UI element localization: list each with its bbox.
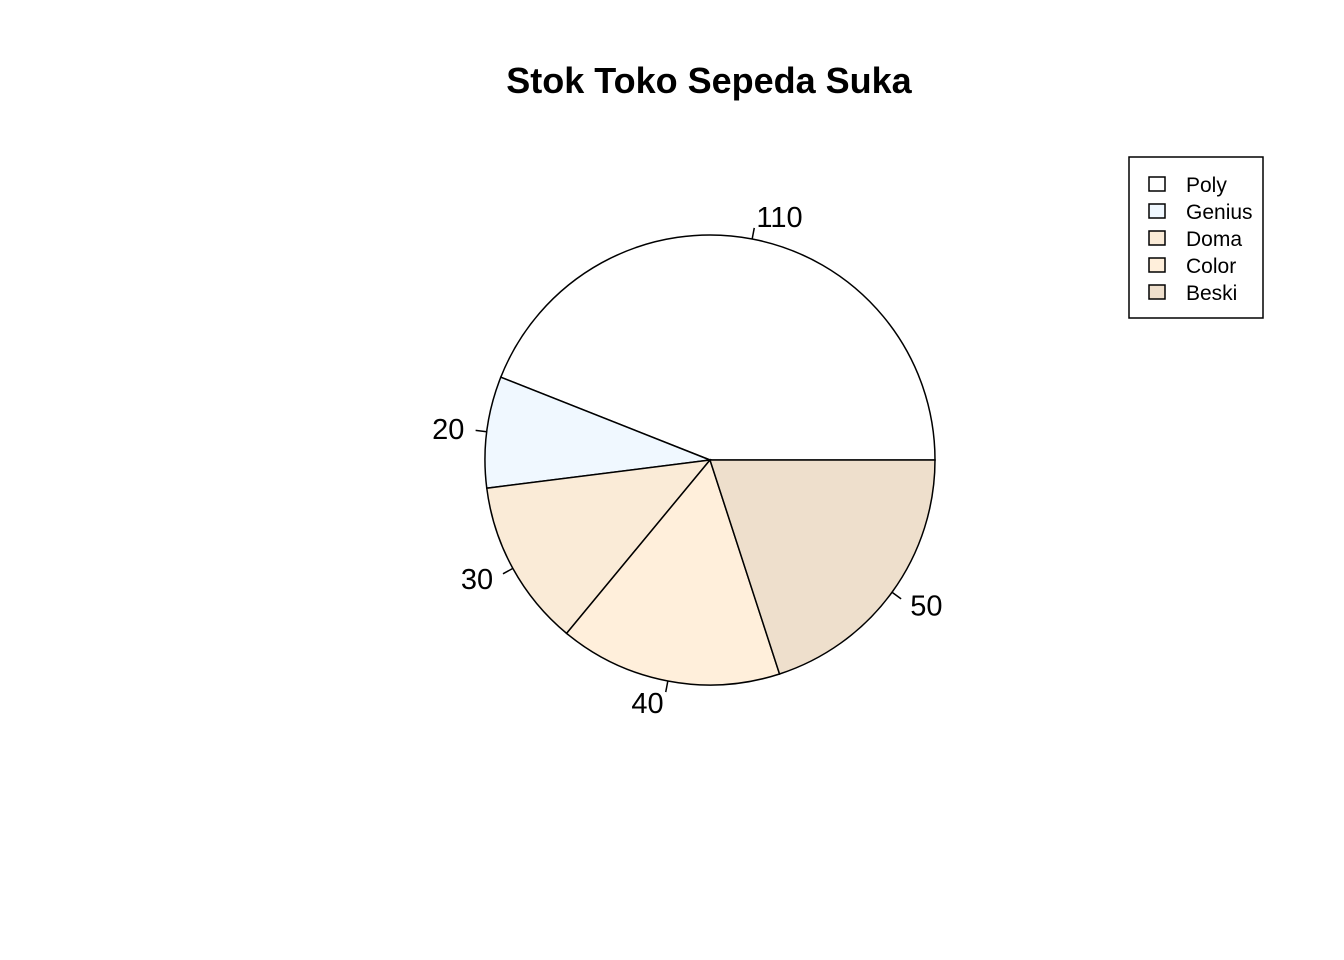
legend-label-beski: Beski — [1186, 282, 1237, 305]
slice-labels: 110 20 30 40 50 — [432, 202, 942, 720]
legend-swatch-beski — [1148, 284, 1166, 300]
label-tick-poly — [751, 227, 756, 240]
label-tick-beski — [891, 591, 902, 600]
legend: Poly Genius Doma Color Beski — [1128, 156, 1264, 319]
slice-label-ticks — [475, 227, 902, 693]
slice-label-genius: 20 — [432, 414, 464, 446]
label-tick-genius — [475, 429, 487, 433]
pie-slice-doma — [485, 459, 712, 635]
slice-label-poly: 110 — [756, 202, 802, 234]
chart-title: Stok Toko Sepeda Suka — [506, 60, 912, 101]
slice-label-beski: 50 — [910, 590, 942, 622]
legend-label-color: Color — [1186, 255, 1236, 278]
legend-label-doma: Doma — [1186, 228, 1242, 251]
label-tick-doma — [502, 567, 514, 575]
slice-label-color: 40 — [631, 688, 663, 720]
pie-slice-color — [565, 458, 781, 686]
legend-swatch-doma — [1148, 230, 1166, 246]
pie-slices — [484, 234, 936, 686]
legend-swatch-color — [1148, 257, 1166, 273]
legend-swatch-genius — [1148, 203, 1166, 219]
legend-label-genius: Genius — [1186, 201, 1253, 224]
legend-items: Poly Genius Doma Color Beski — [1148, 174, 1253, 305]
slice-label-doma: 30 — [461, 564, 493, 596]
label-tick-color — [664, 680, 669, 693]
legend-swatch-poly — [1148, 176, 1166, 192]
legend-label-poly: Poly — [1186, 174, 1227, 197]
pie-slice-beski — [708, 459, 936, 675]
